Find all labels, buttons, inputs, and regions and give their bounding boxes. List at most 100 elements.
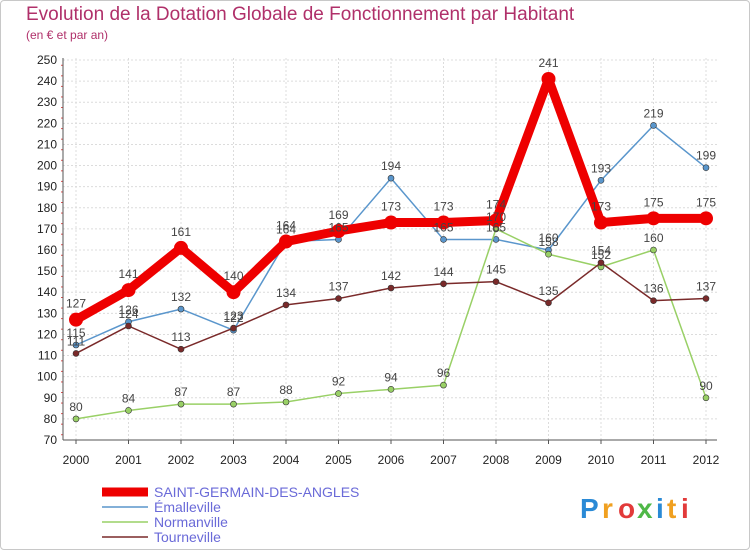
data-label: 152	[591, 248, 611, 262]
data-label: 87	[227, 385, 241, 399]
y-tick-label: 190	[37, 180, 57, 194]
x-tick-label: 2009	[535, 453, 562, 467]
data-point	[72, 415, 80, 423]
data-label: 164	[276, 219, 296, 233]
data-point	[699, 211, 713, 226]
data-label: 173	[591, 200, 611, 214]
data-point	[387, 174, 395, 182]
data-label: 193	[591, 161, 611, 175]
data-label: 154	[591, 244, 611, 258]
data-point	[230, 324, 237, 332]
data-point	[541, 72, 556, 86]
data-point	[436, 215, 451, 230]
data-label: 80	[69, 400, 83, 414]
x-tick-label: 2004	[273, 453, 300, 467]
logo-letter: i	[681, 493, 689, 524]
data-point	[492, 278, 500, 285]
x-tick-label: 2011	[641, 453, 667, 467]
data-label: 219	[643, 106, 663, 120]
y-tick-label: 100	[37, 370, 57, 384]
data-label: 199	[696, 149, 716, 163]
x-tick-label: 2002	[168, 453, 195, 467]
x-tick-label: 2007	[430, 453, 457, 467]
data-point	[384, 215, 398, 230]
logo-letter: r	[602, 493, 613, 524]
data-point	[597, 259, 605, 266]
y-tick-label: 180	[37, 201, 57, 215]
data-label: 141	[118, 267, 138, 281]
data-label: 113	[171, 330, 190, 344]
data-labels: 115 126 132 122 164 165 194 165 165 160 193 219 199 8…	[66, 56, 716, 414]
data-label: 194	[381, 159, 401, 173]
data-point	[646, 211, 661, 226]
data-label: 160	[643, 231, 663, 245]
y-tick-label: 130	[37, 306, 57, 320]
data-point	[174, 240, 188, 255]
data-point	[650, 122, 657, 129]
y-tick-label: 70	[44, 433, 58, 447]
y-tick-label: 150	[37, 264, 57, 278]
data-label: 173	[381, 200, 401, 214]
data-label: 132	[171, 290, 191, 304]
data-label: 158	[538, 235, 558, 249]
logo-letter: t	[667, 493, 676, 524]
x-tick-label: 2012	[693, 453, 720, 467]
data-label: 122	[223, 311, 243, 325]
data-point	[69, 312, 83, 327]
chart-subtitle: (en € et par an)	[26, 28, 109, 42]
data-label: 145	[486, 263, 506, 277]
data-label: 137	[328, 280, 348, 294]
data-label: 94	[384, 370, 398, 384]
data-label: 87	[174, 385, 188, 399]
logo-letter: o	[618, 493, 635, 524]
data-label: 134	[276, 286, 296, 300]
data-point	[440, 381, 447, 389]
legend-label: Tourneville	[154, 529, 221, 545]
data-label: 136	[643, 282, 663, 296]
y-tick-label: 120	[37, 327, 57, 341]
data-label: 170	[486, 210, 506, 224]
data-point	[125, 322, 132, 330]
logo-letter: i	[656, 493, 664, 524]
data-point	[702, 394, 710, 402]
data-point	[489, 213, 503, 228]
y-tick-label: 80	[44, 412, 58, 426]
data-point	[387, 386, 395, 393]
legend-label: Normanville	[154, 514, 228, 530]
data-label: 84	[122, 391, 136, 405]
chart-title: Evolution de la Dotation Globale de Fonc…	[26, 4, 575, 25]
data-label: 175	[696, 195, 716, 209]
data-label: 174	[486, 197, 506, 211]
y-tick-label: 160	[37, 243, 57, 257]
data-label: 173	[433, 200, 453, 214]
data-point	[387, 284, 395, 292]
data-point	[279, 234, 293, 249]
data-label: 123	[223, 309, 243, 323]
y-tick-label: 200	[37, 159, 57, 173]
legend-label: SAINT-GERMAIN-DES-ANGLES	[154, 484, 359, 500]
data-label: 144	[433, 265, 453, 279]
data-point	[702, 295, 710, 302]
x-tick-label: 2010	[588, 453, 615, 467]
y-tick-label: 250	[37, 53, 57, 67]
data-label: 164	[276, 223, 296, 237]
x-tick-label: 2000	[63, 453, 90, 467]
logo-letter: P	[580, 493, 599, 524]
x-tick-label: 2005	[325, 453, 352, 467]
x-tick-label: 2003	[220, 453, 247, 467]
data-point	[440, 236, 447, 243]
data-point	[177, 345, 185, 353]
data-point	[335, 390, 342, 397]
data-label: 96	[437, 366, 451, 380]
data-point	[282, 301, 290, 309]
data-point	[650, 297, 657, 304]
data-label: 175	[643, 195, 663, 209]
data-label: 135	[538, 284, 558, 298]
data-label: 165	[433, 220, 453, 234]
data-label: 140	[223, 269, 243, 283]
legend: SAINT-GERMAIN-DES-ANGLESÉmallevilleNorma…	[102, 484, 359, 545]
y-tick-label: 230	[37, 95, 57, 109]
data-point	[230, 400, 237, 408]
